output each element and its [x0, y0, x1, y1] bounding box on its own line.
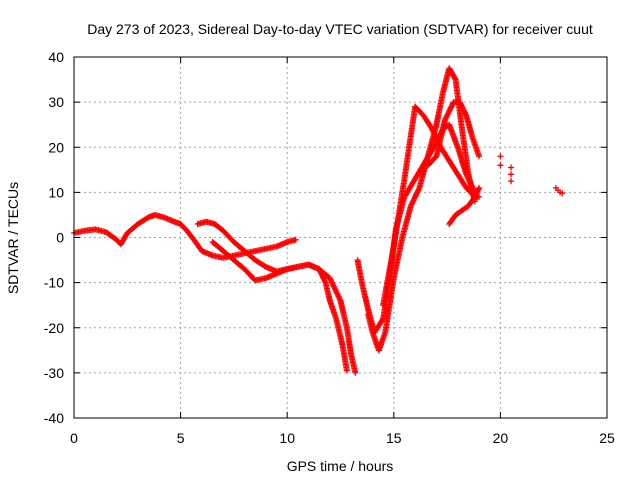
x-tick-label: 20 [493, 430, 509, 446]
data-point [508, 164, 515, 171]
chart-title: Day 273 of 2023, Sidereal Day-to-day VTE… [87, 21, 593, 37]
data-point [508, 171, 515, 178]
x-tick-label: 15 [386, 430, 402, 446]
y-tick-label: 0 [56, 230, 64, 246]
x-axis-label: GPS time / hours [287, 458, 394, 474]
data-point [476, 184, 483, 191]
data-point [352, 369, 359, 376]
x-tick-label: 10 [279, 430, 295, 446]
y-tick-label: -20 [44, 320, 64, 336]
y-tick-label: 30 [48, 94, 64, 110]
y-axis-label: SDTVAR / TECUs [5, 182, 21, 294]
axis-ticks: 0 5 10 15 20 25 -40 -30 -20 -10 0 10 20 30 40 [44, 49, 615, 446]
y-tick-label: 40 [48, 49, 64, 65]
data-point [497, 162, 504, 169]
data-point [559, 190, 566, 197]
x-tick-label: 5 [177, 430, 185, 446]
y-tick-label: -30 [44, 365, 64, 381]
data-point [343, 367, 350, 374]
data-points [71, 65, 566, 376]
x-tick-label: 25 [599, 430, 615, 446]
data-point [451, 75, 458, 82]
data-point [476, 153, 483, 160]
data-point [508, 178, 515, 185]
y-tick-label: -40 [44, 410, 64, 426]
y-tick-label: -10 [44, 275, 64, 291]
y-tick-label: 20 [48, 139, 64, 155]
data-point [497, 153, 504, 160]
y-tick-label: 10 [48, 184, 64, 200]
x-tick-label: 0 [70, 430, 78, 446]
data-point [292, 236, 299, 243]
